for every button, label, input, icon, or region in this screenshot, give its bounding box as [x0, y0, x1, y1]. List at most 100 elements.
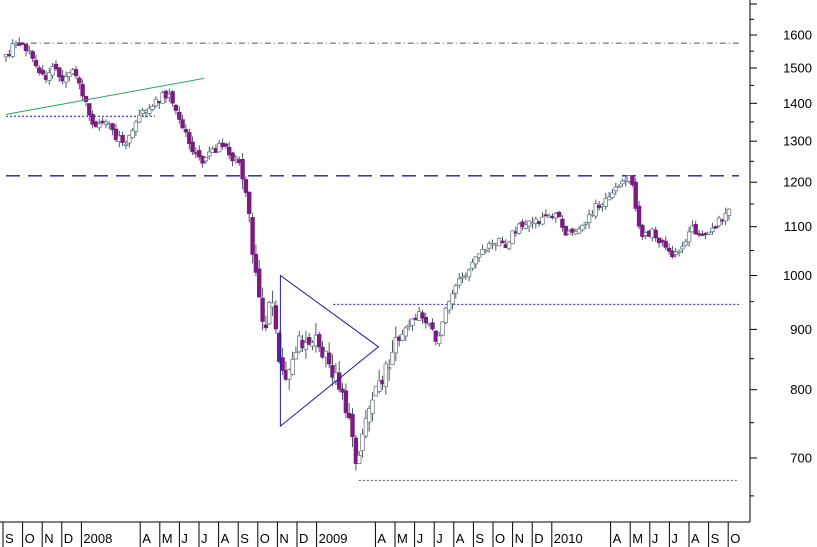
x-tick-label: A: [142, 531, 151, 546]
candle-82: [276, 330, 282, 364]
candle-body-down: [330, 365, 335, 378]
candle-134: [450, 289, 455, 310]
x-tick-label: A: [221, 531, 230, 546]
candle-133: [446, 300, 452, 314]
candle-60: [203, 156, 209, 164]
candle-body-up: [400, 333, 405, 341]
candle-72: [243, 176, 249, 197]
x-tick-label: D: [534, 531, 543, 546]
x-tick-label: S: [5, 531, 14, 546]
candle-body-up: [103, 121, 109, 125]
candle-169: [566, 229, 572, 235]
candle-87: [293, 346, 299, 360]
candle-105: [353, 435, 359, 471]
candle-body-up: [456, 278, 462, 286]
candle-body-up: [293, 352, 299, 360]
candle-114: [383, 360, 388, 395]
candle-body-up: [266, 302, 272, 325]
candle-body-down: [260, 297, 265, 322]
candle-body-down: [180, 119, 185, 129]
candle-66: [223, 142, 229, 149]
x-tick-label: S: [711, 531, 720, 546]
candle-body-up: [446, 301, 452, 311]
candle-183: [613, 182, 618, 196]
candle-body-down: [280, 357, 285, 371]
candle-body-down: [336, 372, 342, 390]
candle-body-up: [710, 227, 715, 232]
candle-body-up: [360, 433, 365, 452]
candle-11: [40, 64, 45, 76]
candle-23: [80, 79, 85, 100]
candle-189: [633, 178, 638, 212]
candle-73: [246, 191, 252, 223]
candle-54: [183, 124, 189, 137]
candle-body-up: [620, 180, 625, 185]
candle-207: [693, 220, 698, 235]
candle-body-up: [47, 72, 52, 81]
y-tick-label: 700: [790, 451, 812, 466]
candle-80: [270, 290, 275, 316]
x-tick-label: O: [25, 531, 35, 546]
candle-15: [53, 60, 59, 71]
candle-44: [150, 104, 155, 112]
candle-body-up: [540, 216, 545, 225]
candle-202: [676, 249, 682, 257]
candle-body-down: [326, 352, 332, 365]
candle-body-down: [630, 175, 635, 186]
candle-body-up: [506, 241, 512, 250]
candle-body-up: [207, 151, 212, 157]
candle-69: [233, 155, 239, 164]
candle-53: [180, 114, 185, 129]
candle-214: [716, 215, 722, 228]
candle-110: [370, 392, 375, 422]
candle-body-up: [410, 318, 415, 326]
candle-190: [636, 200, 642, 229]
candle-86: [290, 351, 295, 376]
candle-body-up: [466, 269, 472, 278]
x-tick-label: J: [671, 531, 678, 546]
candle-217: [726, 208, 732, 221]
candle-116: [390, 340, 395, 365]
candle-body-down: [23, 43, 29, 52]
candle-36: [123, 140, 129, 150]
y-tick-label: 1000: [783, 268, 812, 283]
trendline-0: [5, 77, 205, 115]
candle-body-up: [393, 337, 398, 354]
candle-104: [350, 408, 355, 448]
candle-216: [723, 207, 728, 225]
candle-body-up: [603, 197, 608, 207]
candle-body-up: [610, 192, 615, 198]
candle-2: [10, 39, 15, 59]
candle-67: [226, 141, 232, 160]
x-tick-label: O: [495, 531, 505, 546]
x-tick-label: O: [730, 531, 740, 546]
candle-139: [466, 268, 472, 282]
candle-body-up: [97, 123, 102, 129]
candle-201: [673, 248, 678, 258]
candle-body-up: [673, 251, 678, 255]
candle-body-up: [580, 224, 585, 231]
candle-61: [207, 146, 212, 160]
candle-body-down: [173, 104, 179, 111]
candle-body-up: [370, 399, 375, 415]
candle-body-down: [190, 141, 195, 153]
x-tick-label: J: [652, 531, 659, 546]
candle-body-up: [606, 196, 612, 201]
candle-body-up: [127, 134, 132, 144]
candle-174: [583, 221, 588, 229]
x-tick-label: S: [475, 531, 484, 546]
candle-body-down: [640, 224, 645, 237]
candle-64: [216, 140, 222, 153]
candle-body-down: [187, 132, 192, 145]
candle-106: [356, 450, 362, 464]
candle-body-up: [137, 114, 142, 123]
candle-body-down: [30, 51, 35, 59]
candle-body-down: [120, 134, 125, 143]
candle-19: [67, 71, 72, 82]
candle-162: [543, 209, 548, 217]
candle-body-up: [403, 327, 408, 337]
candle-56: [190, 136, 195, 155]
y-tick-label: 1400: [783, 96, 812, 111]
candle-21: [73, 65, 79, 80]
candle-body-up: [716, 217, 722, 227]
